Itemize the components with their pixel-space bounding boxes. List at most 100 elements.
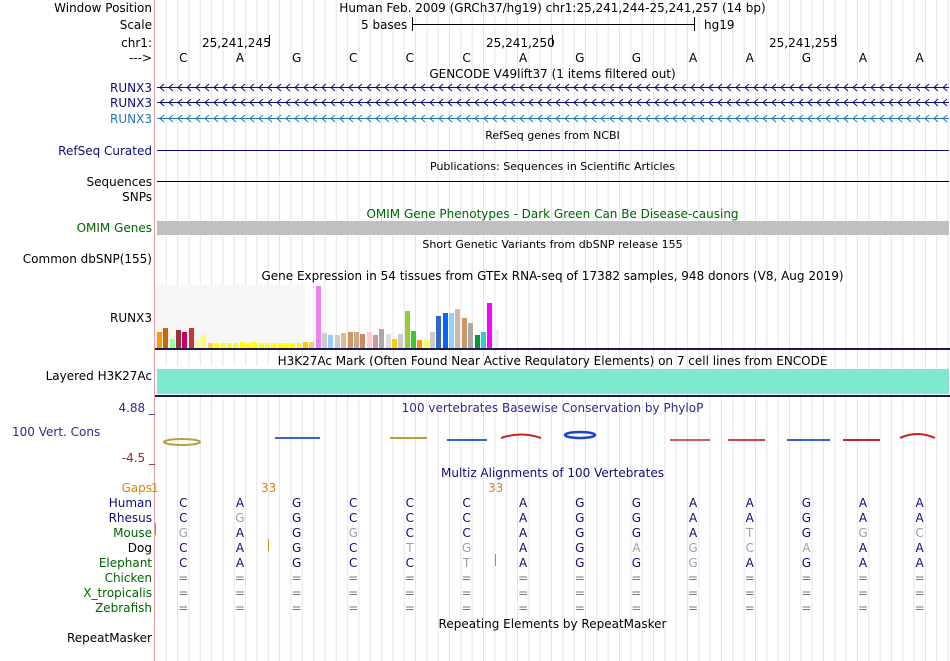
gtex-bar[interactable] (455, 309, 461, 348)
gencode-gene-label-2[interactable]: RUNX3 (110, 96, 152, 110)
refseq-track-line[interactable] (157, 150, 949, 151)
gtex-title[interactable]: Gene Expression in 54 tissues from GTEx … (261, 269, 844, 283)
gtex-bar[interactable] (442, 313, 448, 348)
alignment-base: G (688, 541, 698, 555)
refseq-title[interactable]: RefSeq genes from NCBI (485, 129, 620, 142)
gtex-bar[interactable] (487, 303, 493, 348)
gaps-label[interactable]: Gaps (121, 481, 152, 495)
gtex-bar[interactable] (436, 316, 442, 348)
gtex-bar[interactable] (315, 286, 321, 348)
species-label[interactable]: X_tropicalis (83, 586, 152, 600)
strand-arrow (834, 114, 840, 123)
gtex-bar[interactable] (309, 342, 315, 348)
h3k27ac-label[interactable]: Layered H3K27Ac (45, 369, 152, 383)
repeatmasker-label[interactable]: RepeatMasker (66, 631, 152, 645)
gtex-bar[interactable] (207, 343, 213, 348)
gtex-bar[interactable] (474, 335, 480, 348)
gencode-title[interactable]: GENCODE V49lift37 (1 items filtered out) (429, 67, 676, 81)
gap-number-1: 1 (151, 481, 159, 495)
base-letter: C (462, 51, 471, 65)
gtex-bar[interactable] (303, 342, 308, 348)
alignment-base: G (575, 541, 585, 555)
gtex-bar[interactable] (271, 343, 277, 348)
repeatmasker-title[interactable]: Repeating Elements by RepeatMasker (438, 617, 667, 631)
dbsnp-label[interactable]: Common dbSNP(155) (22, 252, 152, 266)
gtex-bar[interactable] (252, 342, 258, 348)
omim-title[interactable]: OMIM Gene Phenotypes - Dark Green Can Be… (366, 207, 739, 221)
gtex-label[interactable]: RUNX3 (110, 311, 152, 325)
gtex-bar[interactable] (493, 328, 499, 348)
gtex-bar[interactable] (404, 311, 410, 348)
gtex-bar[interactable] (379, 328, 385, 348)
gtex-bar[interactable] (176, 329, 182, 348)
gtex-bar[interactable] (169, 339, 175, 348)
gtex-bar[interactable] (188, 327, 194, 348)
gtex-bar[interactable] (233, 343, 239, 348)
gtex-bar[interactable] (353, 331, 359, 348)
dbsnp-title[interactable]: Short Genetic Variants from dbSNP releas… (422, 238, 683, 251)
gtex-bar[interactable] (284, 343, 289, 348)
gtex-bar[interactable] (277, 343, 283, 348)
gtex-bar[interactable] (423, 339, 429, 348)
gencode-gene-label-3[interactable]: RUNX3 (110, 112, 152, 126)
strand-arrow (240, 98, 246, 107)
h3k27ac-signal[interactable] (157, 369, 949, 394)
species-label[interactable]: Zebrafish (95, 601, 152, 615)
omim-label[interactable]: OMIM Genes (76, 221, 152, 235)
gtex-bar[interactable] (417, 340, 423, 348)
gtex-bar[interactable] (468, 322, 474, 348)
gencode-gene-3[interactable] (157, 113, 949, 124)
gtex-bar[interactable] (195, 340, 201, 348)
gtex-bar[interactable] (480, 331, 486, 348)
conservation-title[interactable]: 100 vertebrates Basewise Conservation by… (401, 401, 704, 415)
species-label[interactable]: Dog (127, 541, 152, 555)
gtex-bar[interactable] (182, 331, 188, 348)
publications-label[interactable]: Sequences (86, 175, 152, 189)
gtex-bar[interactable] (296, 343, 302, 348)
gtex-bar[interactable] (449, 313, 455, 348)
omim-track-bar[interactable] (157, 221, 949, 235)
publications-title[interactable]: Publications: Sequences in Scientific Ar… (430, 160, 675, 173)
snps-label[interactable]: SNPs (122, 190, 152, 204)
gtex-bar[interactable] (347, 331, 353, 348)
gencode-gene-label-1[interactable]: RUNX3 (110, 81, 152, 95)
gtex-bar[interactable] (201, 335, 207, 348)
gtex-bar[interactable] (341, 332, 347, 348)
gtex-bar[interactable] (328, 335, 334, 348)
gtex-bar[interactable] (398, 334, 404, 348)
refseq-label[interactable]: RefSeq Curated (58, 144, 152, 158)
h3k27ac-title[interactable]: H3K27Ac Mark (Often Found Near Active Re… (277, 354, 828, 368)
gtex-bar[interactable] (264, 343, 270, 348)
gtex-bar[interactable] (258, 343, 264, 348)
species-label[interactable]: Elephant (98, 556, 152, 570)
publications-track-line[interactable] (157, 181, 949, 182)
species-label[interactable]: Human (108, 496, 152, 510)
gencode-gene-1[interactable] (157, 82, 949, 93)
conservation-label[interactable]: 100 Vert. Cons (12, 425, 101, 439)
gtex-bar[interactable] (239, 342, 245, 348)
gtex-bar[interactable] (385, 334, 391, 348)
gtex-bar[interactable] (372, 335, 378, 348)
species-label[interactable]: Chicken (104, 571, 152, 585)
gtex-bar[interactable] (366, 331, 372, 348)
gtex-bar[interactable] (214, 343, 220, 348)
gencode-gene-2[interactable] (157, 97, 949, 108)
species-label[interactable]: Rhesus (108, 511, 152, 525)
species-label[interactable]: Mouse (113, 526, 152, 540)
gtex-bar[interactable] (226, 343, 232, 348)
gtex-bar[interactable] (360, 334, 366, 348)
gtex-bar[interactable] (430, 331, 436, 348)
strand-arrow (393, 98, 399, 107)
gtex-bar[interactable] (334, 335, 340, 348)
gtex-bar[interactable] (245, 343, 251, 348)
gtex-bar[interactable] (163, 327, 169, 348)
gtex-bar[interactable] (290, 343, 296, 348)
gtex-bar[interactable] (322, 332, 328, 348)
conservation-logo[interactable] (155, 425, 950, 450)
gtex-bar[interactable] (411, 330, 416, 348)
gtex-bar[interactable] (461, 317, 467, 348)
gtex-bar[interactable] (157, 331, 162, 348)
gtex-bar[interactable] (220, 343, 226, 348)
gtex-bar[interactable] (391, 339, 397, 348)
multiz-title[interactable]: Multiz Alignments of 100 Vertebrates (440, 466, 665, 480)
